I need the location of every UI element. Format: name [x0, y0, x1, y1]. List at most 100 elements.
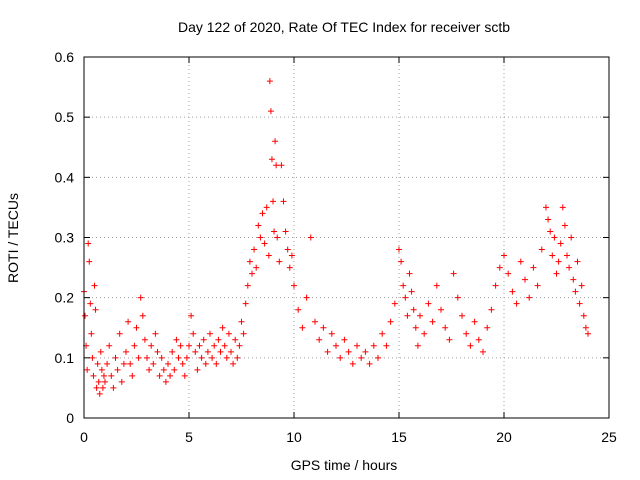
tick-labels: 0 5 10 15 20 25 0 0.1 0.2 0.3 0.4 0.5 0.6 — [55, 49, 617, 445]
data-point — [177, 342, 184, 349]
data-point — [295, 306, 302, 313]
data-point — [387, 318, 394, 325]
data-point — [133, 324, 140, 331]
data-point — [186, 342, 192, 349]
data-point — [116, 330, 123, 337]
data-point — [108, 372, 115, 379]
data-point — [162, 378, 169, 385]
data-point — [375, 354, 381, 361]
y-tick-label: 0.4 — [55, 169, 75, 185]
data-point — [259, 210, 266, 217]
data-point — [370, 342, 377, 349]
data-point — [446, 336, 453, 343]
data-point — [160, 366, 167, 373]
x-tick-label: 0 — [80, 429, 88, 445]
data-point — [86, 258, 93, 265]
data-point — [553, 270, 560, 277]
data-point — [316, 336, 323, 343]
data-point — [271, 228, 278, 235]
data-point — [158, 354, 165, 361]
data-point — [242, 300, 249, 307]
data-point — [263, 204, 270, 211]
data-point — [179, 360, 186, 367]
data-point — [196, 342, 203, 349]
data-point — [148, 342, 155, 349]
data-point — [488, 306, 495, 313]
data-point — [95, 378, 102, 385]
data-point — [410, 306, 417, 313]
data-point — [213, 360, 220, 367]
data-point — [492, 282, 499, 289]
data-point — [270, 198, 276, 205]
data-point — [192, 348, 199, 355]
data-point — [522, 276, 528, 283]
data-point — [362, 348, 369, 355]
data-point — [188, 312, 195, 319]
data-point — [139, 312, 146, 319]
data-point — [85, 240, 92, 247]
data-point — [280, 198, 287, 205]
data-point — [414, 342, 421, 349]
data-point — [273, 162, 280, 169]
data-point — [165, 360, 171, 367]
data-point — [94, 360, 101, 367]
data-point — [406, 270, 413, 277]
data-point — [129, 372, 136, 379]
data-point — [551, 234, 558, 241]
data-point — [268, 156, 275, 163]
data-point — [480, 348, 486, 355]
data-point — [92, 306, 99, 313]
data-point — [517, 258, 524, 265]
data-point — [276, 258, 283, 265]
data-point — [217, 348, 224, 355]
data-point — [358, 354, 365, 361]
data-point — [232, 336, 239, 343]
data-point — [267, 108, 274, 115]
data-point — [398, 258, 405, 265]
data-point — [454, 294, 461, 301]
data-point — [181, 372, 188, 379]
data-point — [545, 216, 552, 223]
data-point — [228, 348, 234, 355]
data-point — [110, 384, 117, 391]
plot-frame — [83, 56, 610, 419]
data-point — [438, 306, 444, 313]
data-point — [557, 240, 564, 247]
data-point — [96, 390, 103, 397]
data-point — [320, 324, 327, 331]
data-point — [337, 354, 344, 361]
data-point — [88, 330, 95, 337]
data-point — [459, 312, 465, 319]
data-point — [534, 282, 541, 289]
data-point — [137, 294, 144, 301]
data-point — [501, 252, 507, 259]
data-point — [91, 282, 98, 289]
data-point — [585, 330, 591, 337]
data-point — [146, 366, 153, 373]
data-point — [425, 300, 432, 307]
data-point — [328, 330, 335, 337]
data-point — [156, 372, 163, 379]
data-point — [97, 348, 104, 355]
data-point — [272, 138, 279, 145]
data-point — [236, 342, 243, 349]
data-point — [253, 264, 260, 271]
data-point — [127, 360, 134, 367]
data-point — [572, 288, 579, 295]
data-point — [249, 270, 255, 277]
data-point — [538, 246, 545, 253]
data-point — [251, 246, 258, 253]
data-point — [463, 330, 470, 337]
data-point — [257, 234, 264, 241]
data-point — [467, 342, 474, 349]
data-point — [312, 318, 318, 325]
data-point — [198, 354, 205, 361]
data-point — [112, 354, 119, 361]
x-tick-label: 20 — [496, 429, 512, 445]
data-point — [433, 282, 440, 289]
data-point — [202, 360, 209, 367]
y-tick-label: 0.5 — [55, 109, 75, 125]
data-point — [288, 252, 295, 259]
data-point — [207, 330, 213, 337]
data-point — [530, 264, 537, 271]
